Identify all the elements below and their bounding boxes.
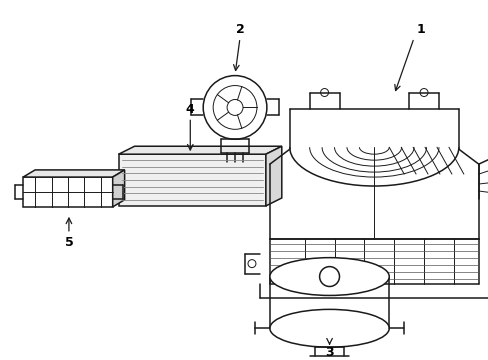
Polygon shape [265, 146, 281, 206]
Text: 5: 5 [64, 236, 73, 249]
Text: 3: 3 [325, 346, 333, 359]
Ellipse shape [269, 309, 388, 347]
Circle shape [319, 267, 339, 287]
Circle shape [203, 76, 266, 139]
Polygon shape [119, 146, 281, 154]
Bar [119, 154, 265, 206]
Circle shape [226, 99, 243, 116]
Text: 1: 1 [416, 23, 425, 36]
Bar [23, 177, 112, 207]
Polygon shape [23, 170, 124, 177]
Polygon shape [112, 170, 124, 207]
Text: 2: 2 [235, 23, 244, 36]
Text: 4: 4 [185, 103, 194, 116]
Ellipse shape [269, 258, 388, 296]
